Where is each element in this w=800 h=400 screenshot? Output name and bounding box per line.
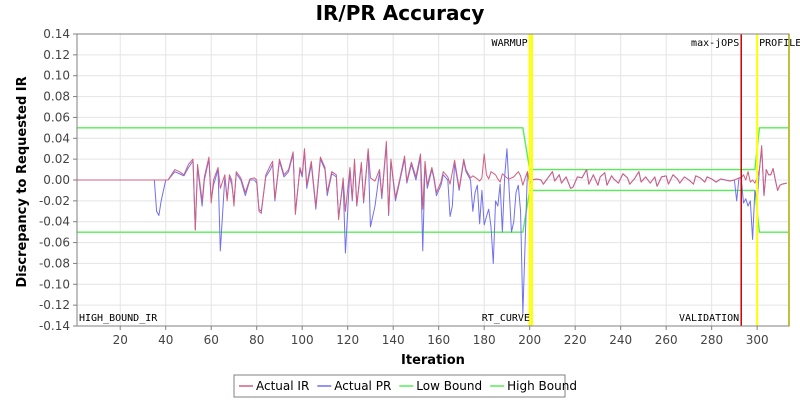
y-tick-label: 0.12 (43, 48, 70, 62)
y-tick-label: 0.10 (43, 69, 70, 83)
x-tick-label: 220 (564, 333, 587, 347)
y-tick-label: 0.00 (43, 173, 70, 187)
marker-label: VALIDATION (679, 313, 739, 324)
y-tick-label: 0.14 (43, 27, 70, 41)
marker-label: max-jOPS (691, 38, 739, 49)
y-tick-label: -0.06 (39, 236, 70, 250)
chart-title: IR/PR Accuracy (316, 1, 485, 25)
y-tick-label: -0.12 (39, 298, 70, 312)
marker-label: RT_CURVE (482, 313, 530, 324)
legend-item-label: Actual IR (256, 379, 309, 393)
x-tick-label: 20 (113, 333, 128, 347)
series-line-low-bound (77, 189, 789, 233)
y-tick-label: -0.14 (39, 319, 70, 333)
x-tick-label: 100 (291, 333, 314, 347)
x-tick-label: 140 (382, 333, 405, 347)
legend-item-label: High Bound (507, 379, 577, 393)
x-tick-label: 120 (336, 333, 359, 347)
marker-label: WARMUP (492, 38, 528, 49)
x-tick-label: 280 (700, 333, 723, 347)
x-tick-label: 180 (473, 333, 496, 347)
y-tick-label: -0.02 (39, 194, 70, 208)
x-tick-label: 300 (746, 333, 769, 347)
y-tick-label: 0.04 (43, 131, 70, 145)
y-tick-label: 0.02 (43, 152, 70, 166)
legend: Actual IR Actual PR Low Bound High Bound (233, 374, 577, 398)
x-tick-label: 80 (249, 333, 264, 347)
corner-label: HIGH_BOUND_IR (79, 313, 158, 324)
y-tick-label: 0.08 (43, 90, 70, 104)
y-axis-title: Discrepancy to Requested IR (15, 76, 30, 287)
x-tick-label: 160 (427, 333, 450, 347)
x-tick-label: 200 (518, 333, 541, 347)
legend-item-label: Actual PR (334, 379, 391, 393)
y-tick-label: -0.10 (39, 277, 70, 291)
marker-label: PROFILE (759, 38, 800, 49)
series-line-high-bound (77, 127, 789, 171)
legend-item-label: Low Bound (416, 379, 482, 393)
series-line-actual-ir (77, 140, 787, 231)
y-tick-label: -0.08 (39, 256, 70, 270)
x-tick-label: 240 (609, 333, 632, 347)
x-axis-title: Iteration (401, 353, 465, 368)
y-tick-label: -0.04 (39, 215, 70, 229)
y-tick-label: 0.06 (43, 110, 70, 124)
x-tick-label: 260 (655, 333, 678, 347)
x-tick-label: 60 (204, 333, 219, 347)
x-tick-label: 40 (158, 333, 173, 347)
